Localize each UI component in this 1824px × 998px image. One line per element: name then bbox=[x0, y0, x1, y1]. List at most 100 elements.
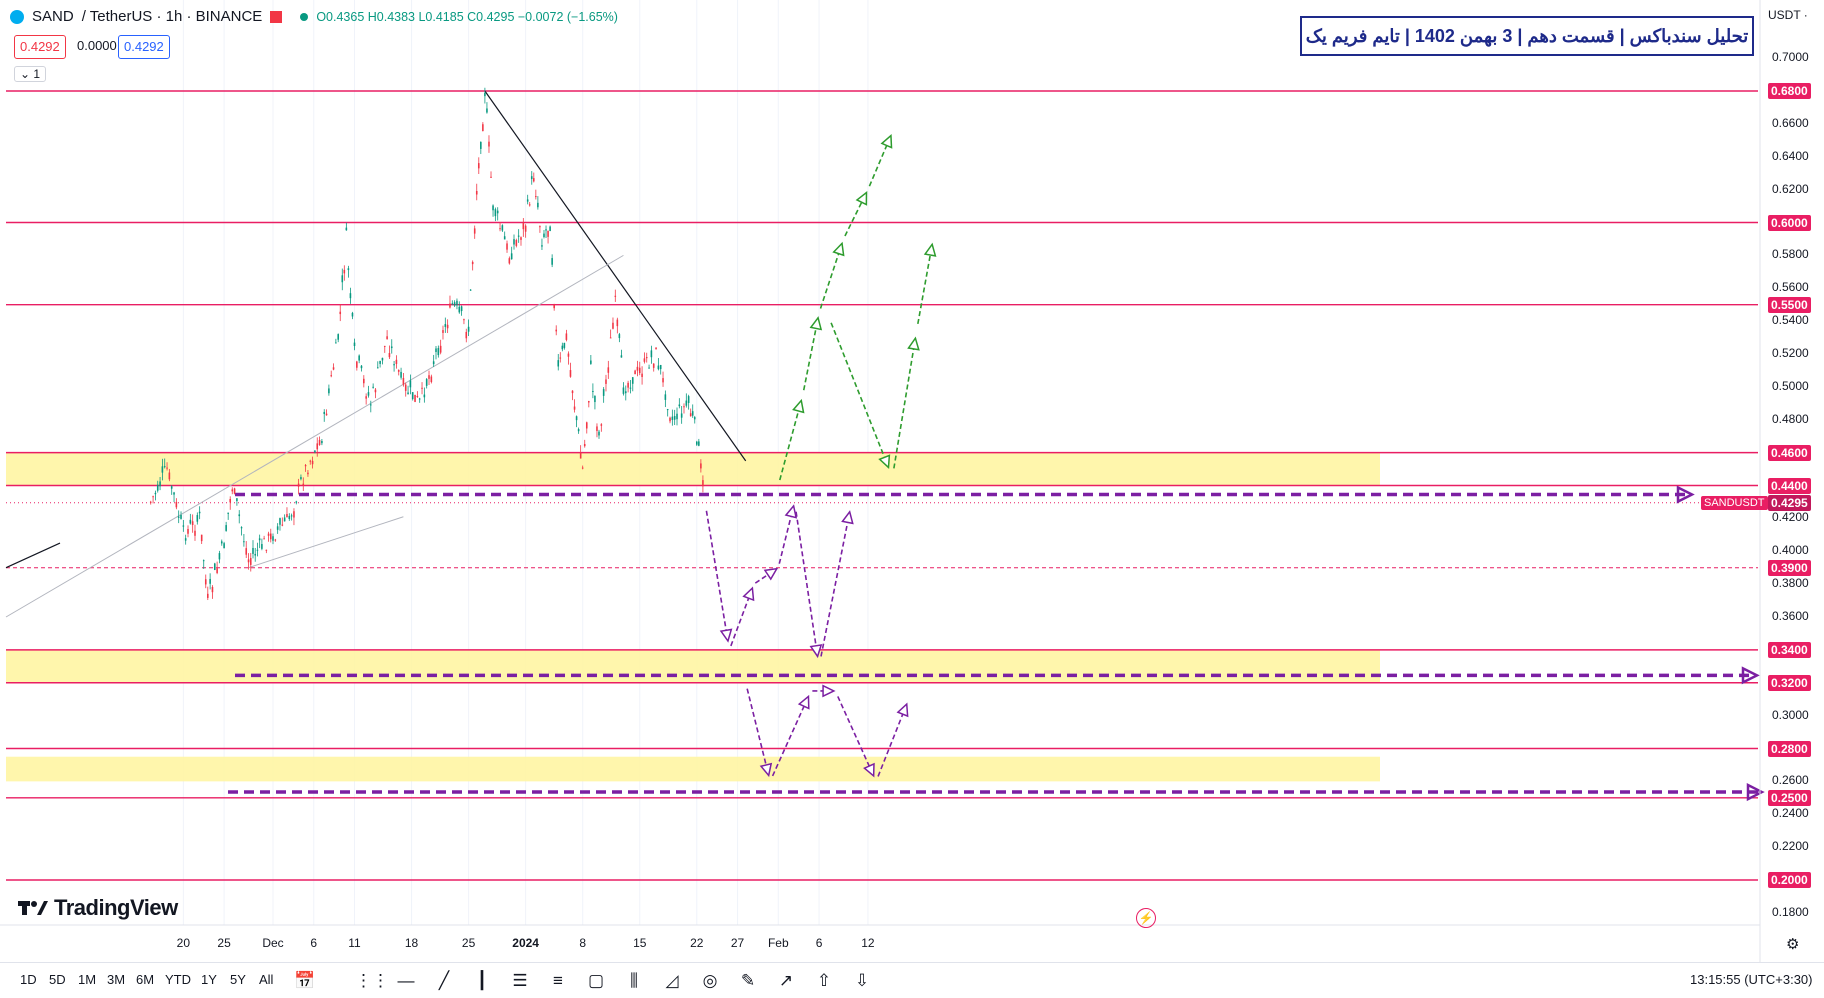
candle-body bbox=[407, 392, 409, 394]
level-price-label: 0.2800 bbox=[1768, 740, 1811, 757]
arrow-down-icon[interactable]: ⇩ bbox=[854, 971, 870, 990]
candle-body bbox=[223, 543, 225, 549]
support-zone bbox=[6, 649, 1380, 683]
vertical-line-icon[interactable]: ┃ bbox=[476, 971, 488, 990]
candle-body bbox=[451, 303, 454, 305]
trendline-icon[interactable]: ╱ bbox=[438, 971, 450, 990]
candle-body bbox=[508, 258, 511, 264]
candle-body bbox=[337, 334, 339, 340]
candle-body bbox=[218, 553, 221, 560]
candle-body bbox=[605, 379, 607, 384]
candle-body bbox=[680, 413, 683, 418]
candle-body bbox=[363, 378, 365, 384]
horizontal-line-icon[interactable]: — bbox=[397, 971, 415, 990]
bid-price[interactable]: 0.4292 bbox=[14, 35, 66, 59]
candle-body bbox=[543, 233, 545, 238]
grip-icon[interactable]: ⋮⋮ bbox=[355, 971, 389, 990]
range-button-5d[interactable]: 5D bbox=[49, 972, 66, 987]
clock[interactable]: 13:15:55 (UTC+3:30) bbox=[1690, 972, 1813, 987]
range-button-ytd[interactable]: YTD bbox=[165, 972, 191, 987]
green-projection-arrowhead bbox=[809, 316, 823, 331]
purple-projection-arrowhead bbox=[763, 567, 779, 581]
flag-icon[interactable] bbox=[270, 10, 283, 23]
candle-body bbox=[353, 342, 356, 347]
candle-body bbox=[535, 196, 537, 198]
range-button-3m[interactable]: 3M bbox=[107, 972, 126, 987]
green-projection-arrowhead bbox=[923, 242, 937, 257]
arrow-up-icon[interactable]: ⇧ bbox=[816, 971, 832, 990]
candle-body bbox=[166, 467, 168, 469]
short-trendline bbox=[5, 542, 61, 569]
candle-body bbox=[477, 163, 480, 169]
candle-body bbox=[446, 324, 449, 329]
candle-body bbox=[267, 533, 270, 536]
indicators-collapse-button[interactable]: ⌄ 1 bbox=[14, 66, 47, 82]
candle-body bbox=[643, 358, 646, 362]
gear-icon[interactable]: ⚙ bbox=[1786, 936, 1800, 953]
x-tick-label: 8 bbox=[579, 936, 587, 950]
symbol-pair[interactable]: / TetherUS · 1h · BINANCE bbox=[81, 8, 263, 25]
candle-body bbox=[263, 538, 265, 540]
range-button-1y[interactable]: 1Y bbox=[201, 972, 217, 987]
candle-body bbox=[343, 269, 346, 274]
purple-projection-segment bbox=[746, 688, 770, 776]
candle-body bbox=[683, 406, 685, 408]
candle-body bbox=[620, 355, 623, 358]
candle-body bbox=[379, 360, 381, 364]
x-tick-label: 15 bbox=[633, 936, 647, 950]
tradingview-logo: TradingView bbox=[18, 895, 178, 921]
candle-body bbox=[499, 228, 501, 230]
ask-price[interactable]: 0.4292 bbox=[118, 35, 170, 59]
candle-body bbox=[323, 411, 326, 415]
candle-body bbox=[184, 538, 187, 541]
level-price-label: 0.3400 bbox=[1768, 641, 1811, 658]
candle-body bbox=[290, 515, 293, 517]
purple-projection-arrowhead bbox=[896, 702, 909, 718]
range-button-5y[interactable]: 5Y bbox=[230, 972, 246, 987]
range-button-1m[interactable]: 1M bbox=[78, 972, 97, 987]
candle-body bbox=[524, 225, 527, 232]
candle-body bbox=[577, 429, 580, 432]
level-price-label: 0.5500 bbox=[1768, 296, 1811, 313]
candle-body bbox=[473, 228, 476, 234]
circle-icon[interactable]: ◎ bbox=[702, 971, 718, 990]
x-tick-label: 22 bbox=[690, 936, 704, 950]
candle-body bbox=[409, 380, 412, 388]
candle-body bbox=[204, 579, 207, 585]
x-tick-label: Dec bbox=[262, 936, 284, 950]
range-button-1d[interactable]: 1D bbox=[20, 972, 37, 987]
currency-selector[interactable]: USDT · bbox=[1768, 8, 1808, 22]
parallel-channel-icon[interactable]: ☰ bbox=[512, 971, 528, 990]
symbol-name[interactable]: SAND bbox=[32, 8, 74, 25]
green-projection-segment bbox=[830, 322, 890, 468]
candle-body bbox=[428, 375, 430, 379]
candles-icon[interactable]: ⫼ bbox=[630, 971, 638, 990]
purple-projection-segment bbox=[754, 568, 778, 584]
candle-body bbox=[159, 481, 161, 487]
candle-body bbox=[569, 370, 572, 377]
calendar-icon[interactable]: 📅 bbox=[294, 971, 316, 990]
range-button-all[interactable]: All bbox=[259, 972, 274, 987]
candle-body bbox=[539, 226, 541, 228]
y-tick-label: 0.5600 bbox=[1772, 280, 1809, 295]
path-icon[interactable]: ↗ bbox=[778, 971, 794, 990]
candle-body bbox=[609, 337, 612, 339]
candle-body bbox=[581, 467, 584, 469]
brush-icon[interactable]: ✎ bbox=[740, 971, 756, 990]
candle-body bbox=[553, 304, 555, 309]
candle-body bbox=[418, 398, 421, 400]
fib-icon[interactable]: ≡ bbox=[553, 971, 563, 990]
y-tick-label: 0.3000 bbox=[1772, 707, 1809, 722]
lightning-icon[interactable]: ⚡ bbox=[1136, 908, 1156, 928]
purple-projection-segment bbox=[771, 696, 810, 777]
candle-body bbox=[335, 342, 337, 344]
candle-body bbox=[395, 359, 398, 364]
candle-body bbox=[480, 142, 482, 149]
triangle-icon[interactable]: ◿ bbox=[665, 971, 679, 990]
purple-projection-arrowhead bbox=[822, 684, 836, 698]
candle-body bbox=[182, 525, 185, 527]
rectangle-icon[interactable]: ▢ bbox=[587, 971, 605, 990]
range-button-6m[interactable]: 6M bbox=[136, 972, 155, 987]
candle-body bbox=[486, 108, 488, 113]
